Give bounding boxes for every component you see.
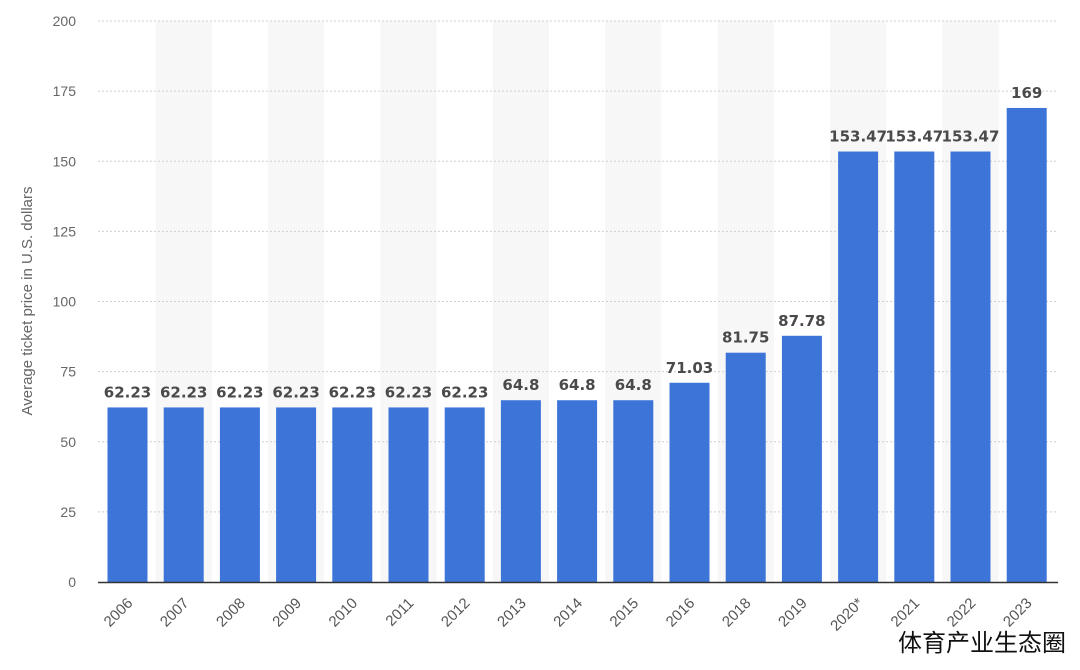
y-axis-title: Average ticket price in U.S. dollars — [19, 187, 36, 416]
y-tick-label: 50 — [60, 434, 76, 450]
bar[interactable] — [781, 335, 822, 582]
x-tick-label: 2009 — [269, 595, 305, 631]
data-label: 62.23 — [329, 383, 376, 401]
bar[interactable] — [894, 151, 935, 582]
data-label: 64.8 — [502, 376, 539, 394]
x-tick-label: 2008 — [213, 595, 249, 631]
bar[interactable] — [950, 151, 991, 582]
bar[interactable] — [163, 407, 204, 582]
data-label: 62.23 — [104, 383, 151, 401]
x-tick-label: 2014 — [550, 595, 586, 631]
x-tick-label: 2010 — [326, 595, 362, 631]
x-tick-label: 2012 — [438, 595, 474, 631]
data-label: 62.23 — [216, 383, 263, 401]
y-axis-ticks: 0 25 50 75 100 125 150 175 200 — [53, 13, 77, 590]
bar[interactable] — [669, 382, 710, 582]
x-axis-ticks: 2006 2007 2008 2009 2010 2011 2012 2013 2014 2015… — [101, 595, 1036, 635]
x-tick-label: 2013 — [494, 595, 530, 631]
x-tick-label: 2015 — [607, 595, 643, 631]
data-label: 169 — [1011, 84, 1042, 102]
data-label: 153.47 — [885, 128, 943, 146]
watermark-text: 体育产业生态圈 — [898, 629, 1066, 657]
x-tick-label: 2011 — [382, 595, 417, 630]
x-tick-label: 2018 — [719, 595, 755, 631]
x-tick-label: 2006 — [101, 595, 137, 631]
x-tick-label: 2020* — [827, 595, 867, 635]
data-label: 64.8 — [559, 376, 596, 394]
bar[interactable] — [557, 400, 598, 582]
x-tick-label: 2019 — [775, 595, 811, 631]
bar[interactable] — [107, 407, 148, 582]
bar[interactable] — [725, 352, 766, 582]
data-label: 153.47 — [942, 128, 1000, 146]
data-label: 81.75 — [722, 329, 769, 347]
data-label: 62.23 — [441, 383, 488, 401]
y-tick-label: 25 — [60, 504, 76, 520]
y-tick-label: 150 — [53, 153, 77, 169]
bar[interactable] — [332, 407, 373, 582]
y-tick-label: 125 — [53, 223, 77, 239]
y-tick-label: 175 — [53, 83, 77, 99]
x-tick-label: 2016 — [663, 595, 699, 631]
y-tick-label: 100 — [53, 294, 77, 310]
y-tick-label: 200 — [53, 13, 77, 29]
y-tick-label: 0 — [68, 574, 76, 590]
bar[interactable] — [500, 400, 541, 582]
data-label: 62.23 — [385, 383, 432, 401]
bar[interactable] — [444, 407, 485, 582]
data-label: 71.03 — [666, 359, 713, 377]
bar[interactable] — [838, 151, 879, 582]
x-tick-label: 2022 — [944, 595, 980, 631]
data-label: 64.8 — [615, 376, 652, 394]
bar[interactable] — [219, 407, 260, 582]
data-label: 153.47 — [829, 128, 887, 146]
bar[interactable] — [276, 407, 317, 582]
x-tick-label: 2023 — [1000, 595, 1036, 631]
data-label: 62.23 — [160, 383, 207, 401]
x-tick-label: 2007 — [157, 595, 193, 631]
data-label: 87.78 — [778, 312, 825, 330]
bars — [107, 107, 1047, 582]
bar[interactable] — [388, 407, 429, 582]
x-tick-label: 2021 — [888, 595, 924, 631]
bar[interactable] — [1006, 107, 1047, 582]
data-label: 62.23 — [272, 383, 319, 401]
bar[interactable] — [613, 400, 654, 582]
y-tick-label: 75 — [60, 364, 76, 380]
data-labels: 62.23 62.23 62.23 62.23 62.23 62.23 62.23 64.8 6… — [104, 84, 1043, 401]
